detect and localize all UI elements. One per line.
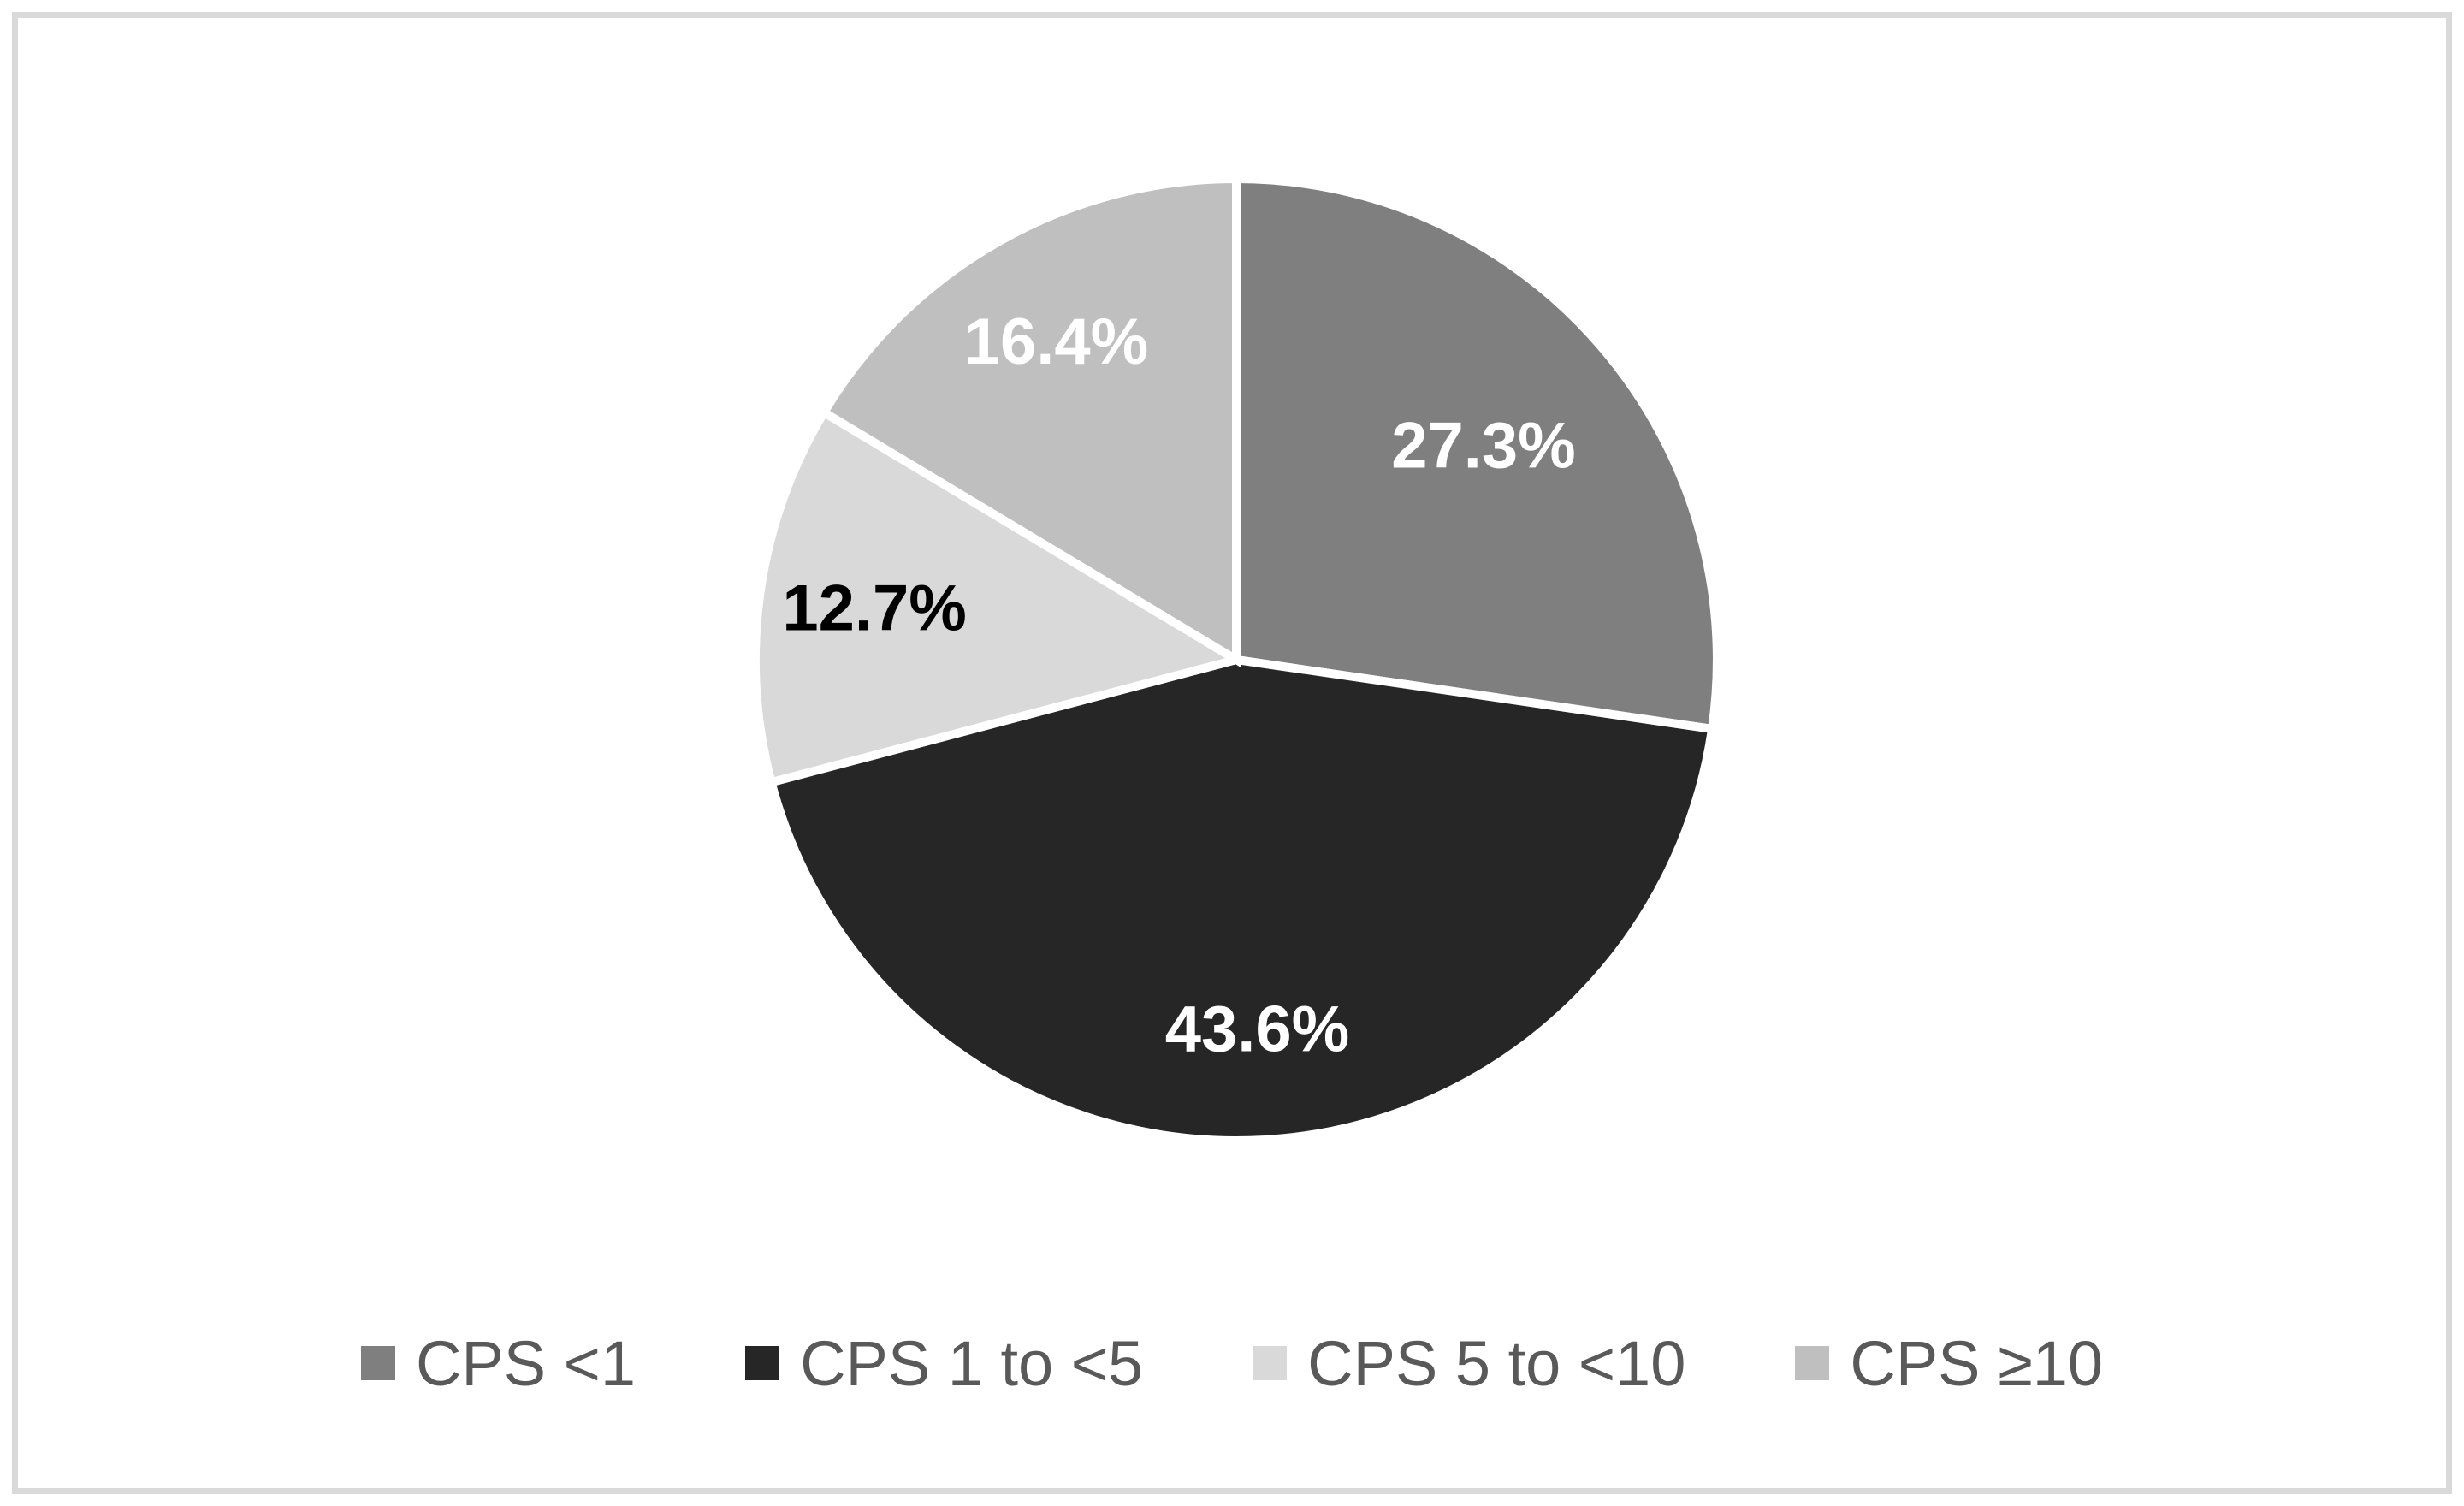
- legend-marker-icon: [1253, 1346, 1288, 1380]
- legend-label: CPS <1: [415, 1327, 637, 1399]
- legend-label: CPS 5 to <10: [1307, 1327, 1686, 1399]
- pie-slice-4: [818, 174, 1241, 667]
- legend-label: CPS 1 to <5: [800, 1327, 1144, 1399]
- legend-marker-icon: [360, 1346, 395, 1380]
- pie-data-label-1: 27.3%: [1391, 410, 1576, 483]
- pie-slice-3: [751, 406, 1247, 788]
- legend-item-3: CPS 5 to <10: [1253, 1327, 1685, 1400]
- legend-item-4: CPS ≥10: [1795, 1327, 2103, 1400]
- legend-item-2: CPS 1 to <5: [745, 1327, 1143, 1400]
- pie-data-label-4: 16.4%: [964, 305, 1149, 378]
- pie-data-label-3: 12.7%: [782, 572, 967, 644]
- pie-slice-1: [1232, 174, 1721, 734]
- legend-marker-icon: [745, 1346, 780, 1380]
- pie-data-label-2: 43.6%: [1165, 993, 1350, 1066]
- chart-legend: CPS <1 CPS 1 to <5 CPS 5 to <10 CPS ≥10: [0, 1316, 2464, 1410]
- pie-slice-2: [766, 655, 1717, 1145]
- legend-item-1: CPS <1: [360, 1327, 637, 1400]
- legend-label: CPS ≥10: [1850, 1327, 2104, 1399]
- legend-marker-icon: [1795, 1346, 1830, 1380]
